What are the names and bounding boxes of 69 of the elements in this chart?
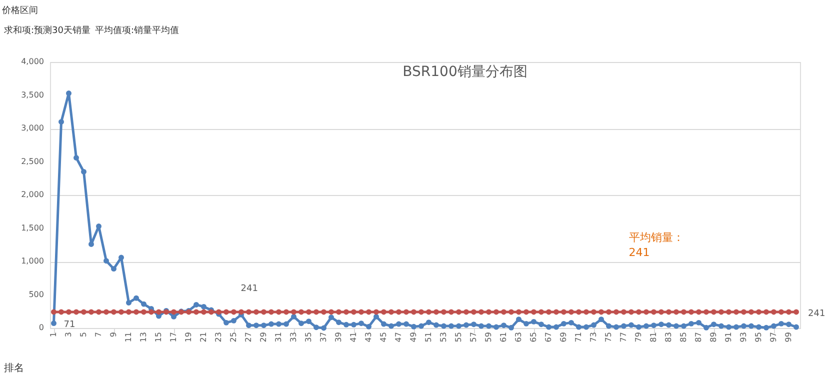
y-tick-label: 3,000: [21, 124, 44, 132]
x-tick-label: 25: [228, 332, 238, 342]
x-tick-label: 65: [528, 332, 538, 342]
x-tick-label: 39: [334, 332, 343, 342]
x-tick-label: 23: [214, 332, 223, 342]
y-tick-label: 2,000: [21, 190, 44, 199]
x-tick-label: 21: [198, 332, 208, 342]
x-tick-label: 11: [124, 332, 133, 342]
text: 价格区间: [1, 5, 38, 16]
x-tick-label: 55: [454, 332, 463, 342]
x-tick-label: 53: [438, 332, 448, 342]
x-tick-label: 73: [588, 332, 598, 342]
x-tick-label: 59: [484, 332, 493, 342]
x-tick-label: 95: [754, 332, 763, 342]
x-tick-label: 91: [724, 332, 733, 342]
x-tick-label: 45: [378, 332, 388, 342]
y-tick-label: 3,500: [21, 90, 44, 100]
x-tick-label: 5: [78, 332, 88, 338]
x-tick-label: 31: [274, 332, 283, 342]
x-tick-label: 97: [768, 332, 778, 342]
x-tick-label: 19: [184, 332, 193, 342]
x-tick-label: 15: [154, 332, 163, 342]
x-tick-label: 43: [364, 332, 373, 342]
x-tick-label: 79: [634, 332, 643, 342]
x-tick-label: 61: [498, 332, 508, 342]
y-tick-label: 4,000: [21, 57, 44, 66]
x-tick-label: 63: [514, 332, 523, 342]
x-tick-label: 85: [678, 332, 688, 342]
x-tick-label: 3: [64, 332, 73, 338]
x-tick-label: 83: [664, 332, 673, 342]
x-tick-label: 75: [604, 332, 613, 342]
x-tick-label: 17: [168, 332, 178, 342]
y-tick-label: 2,500: [21, 156, 44, 166]
x-tick-label: 27: [244, 332, 253, 342]
annotation: 241: [240, 284, 258, 294]
y-tick-label: 0: [38, 323, 44, 332]
text: 求和项:预测30天销量: [4, 25, 90, 36]
x-tick-label: 33: [288, 332, 298, 342]
x-tick-label: 57: [468, 332, 478, 342]
y-tick-label: 500: [28, 290, 44, 299]
x-tick-label: 9: [108, 332, 118, 338]
x-tick-label: 93: [738, 332, 748, 342]
x-tick-label: 71: [574, 332, 583, 342]
x-tick-label: 13: [138, 332, 148, 342]
x-tick-label: 81: [648, 332, 658, 342]
chart-title: BSR100销量分布图: [402, 64, 528, 80]
x-tick-label: 37: [318, 332, 328, 342]
x-tick-label: 1: [48, 332, 58, 338]
annotation: 241: [628, 246, 650, 259]
x-tick-label: 47: [394, 332, 403, 342]
x-tick-label: 29: [258, 332, 268, 342]
x-tick-label: 69: [558, 332, 568, 342]
x-tick-label: 35: [304, 332, 313, 342]
x-tick-label: 41: [348, 332, 358, 342]
text: 241: [808, 309, 826, 319]
x-axis-title: 排名: [4, 362, 24, 373]
x-tick-label: 67: [544, 332, 553, 342]
x-tick-label: 89: [708, 332, 718, 342]
x-tick-label: 7: [94, 332, 103, 338]
x-tick-label: 99: [784, 332, 793, 342]
x-tick-label: 87: [694, 332, 703, 342]
annotation: 71: [64, 320, 76, 330]
text: 平均销量：: [628, 231, 684, 244]
y-tick-label: 1,500: [21, 223, 44, 232]
x-tick-label: 49: [408, 332, 418, 342]
x-tick-label: 77: [618, 332, 628, 342]
y-tick-label: 1,000: [21, 256, 44, 266]
text: 平均值项:销量平均值: [95, 25, 180, 36]
x-tick-label: 51: [424, 332, 433, 342]
